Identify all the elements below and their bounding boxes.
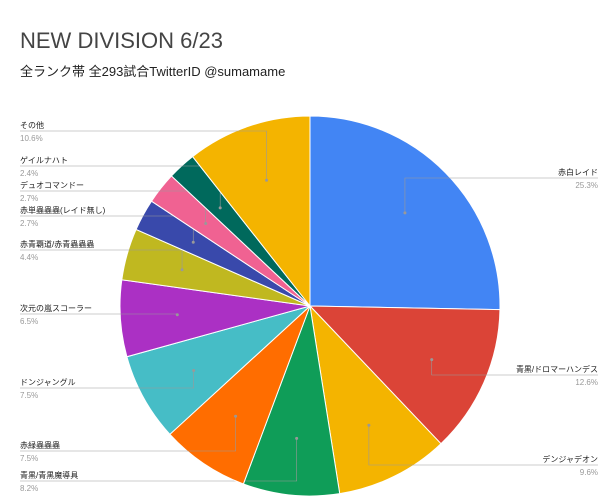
leader-line <box>20 370 194 389</box>
slice-value-label: 7.5% <box>20 391 38 400</box>
leader-line <box>20 416 236 452</box>
slice-value-label: 6.5% <box>20 317 38 326</box>
slice-value-label: 25.3% <box>575 181 598 190</box>
leader-line <box>20 438 297 482</box>
slice-value-label: 10.6% <box>20 134 43 143</box>
slice-label: ドンジャングル <box>20 377 76 387</box>
slice-value-label: 7.5% <box>20 454 38 463</box>
slice-label: 次元の嵐スコーラー <box>20 303 92 313</box>
slice-value-label: 2.7% <box>20 219 38 228</box>
leader-line <box>20 130 267 181</box>
leader-line <box>404 177 598 213</box>
leader-line <box>431 359 598 376</box>
pie-slice <box>242 304 341 497</box>
slice-label: 赤単蟲蟲蟲(レイド無し) <box>20 205 106 215</box>
slice-value-label: 2.4% <box>20 169 38 178</box>
slice-value-label: 2.7% <box>20 194 38 203</box>
slice-label: 青黒/青黒魔導具 <box>20 470 78 480</box>
pie-slice <box>309 304 442 495</box>
slice-label: その他 <box>20 120 44 130</box>
slice-value-label: 9.6% <box>580 468 598 477</box>
slice-label: 赤白レイド <box>558 167 598 177</box>
slice-label: ゲイルナハト <box>20 155 68 165</box>
slice-label: 青黒/ドロマーハンデス <box>516 364 598 374</box>
slice-label: デンジャデオン <box>542 454 598 464</box>
pie-slice <box>308 305 501 445</box>
slice-label: 赤青覇道/赤青蟲蟲蟲 <box>20 239 94 249</box>
slice-value-label: 4.4% <box>20 253 38 262</box>
leader-line <box>368 425 598 466</box>
chart-subtitle: 全ランク帯 全293試合TwitterID @sumamame <box>20 64 285 79</box>
slice-value-label: 12.6% <box>575 378 598 387</box>
leader-line <box>20 313 178 315</box>
chart-title: NEW DIVISION 6/23 <box>20 28 223 53</box>
slice-value-label: 8.2% <box>20 484 38 493</box>
slice-label: 赤緑蟲蟲蟲 <box>20 440 60 450</box>
pie-slice <box>191 115 311 308</box>
slice-label: デュオコマンドー <box>20 180 84 190</box>
